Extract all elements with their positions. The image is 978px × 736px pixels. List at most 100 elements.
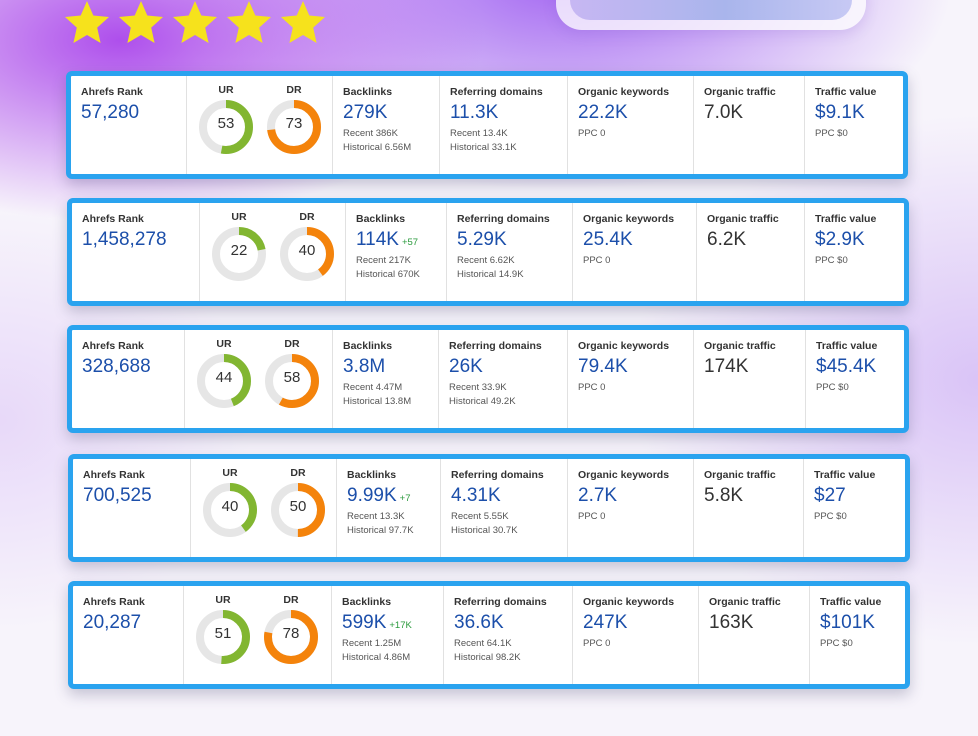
dr-gauge bbox=[280, 227, 334, 281]
backlinks-historical: Historical 670K bbox=[356, 269, 420, 280]
backlinks-recent: Recent 386K bbox=[343, 128, 398, 139]
traffic-value-value: $2.9K bbox=[815, 229, 865, 250]
ur-dial: UR 51 bbox=[194, 594, 252, 684]
organic-traffic-label: Organic traffic bbox=[704, 340, 776, 352]
organic-traffic-cell: Organic traffic 163K bbox=[699, 586, 810, 684]
backlinks-value-row: 114K +57 bbox=[356, 229, 446, 251]
referring-domains-cell: Referring domains 11.3K Recent 13.4K His… bbox=[440, 76, 568, 174]
backlinks-label: Backlinks bbox=[343, 340, 393, 352]
referring-domains-recent: Recent 5.55K bbox=[451, 511, 509, 522]
referring-domains-label: Referring domains bbox=[451, 469, 544, 481]
traffic-value-value: $9.1K bbox=[815, 102, 865, 123]
ur-dial: UR 22 bbox=[210, 211, 268, 301]
ur-label: UR bbox=[215, 594, 231, 606]
dr-gauge bbox=[265, 354, 319, 408]
organic-keywords-ppc: PPC 0 bbox=[578, 382, 606, 393]
organic-keywords-ppc: PPC 0 bbox=[583, 255, 611, 266]
traffic-value-label: Traffic value bbox=[820, 596, 882, 608]
rating-dials: UR 40 DR 50 bbox=[191, 459, 337, 557]
dr-dial: DR 73 bbox=[265, 84, 323, 174]
backlinks-label: Backlinks bbox=[356, 213, 406, 225]
organic-keywords-ppc: PPC 0 bbox=[578, 511, 606, 522]
ahrefs-rank-value: 57,280 bbox=[81, 102, 140, 123]
organic-keywords-label: Organic keywords bbox=[583, 213, 675, 225]
star-icon bbox=[119, 1, 163, 43]
ur-gauge bbox=[196, 610, 250, 664]
dr-value: 50 bbox=[289, 498, 307, 515]
organic-traffic-label: Organic traffic bbox=[704, 469, 776, 481]
star-rating bbox=[64, 0, 326, 46]
dr-value: 40 bbox=[298, 242, 316, 259]
backlinks-cell: Backlinks 9.99K +7 Recent 13.3K Historica… bbox=[337, 459, 441, 557]
ahrefs-rank-label: Ahrefs Rank bbox=[82, 213, 144, 225]
dr-gauge bbox=[267, 100, 321, 154]
organic-keywords-ppc: PPC 0 bbox=[578, 128, 606, 139]
backlinks-label: Backlinks bbox=[343, 86, 393, 98]
backlinks-recent: Recent 217K bbox=[356, 255, 411, 266]
ahrefs-rank-value: 20,287 bbox=[83, 612, 142, 633]
dr-dial: DR 78 bbox=[262, 594, 320, 684]
organic-keywords-value: 2.7K bbox=[578, 485, 618, 506]
organic-traffic-cell: Organic traffic 174K bbox=[694, 330, 806, 428]
star-icon bbox=[65, 1, 109, 43]
traffic-value-cell: Traffic value $2.9K PPC $0 bbox=[805, 203, 893, 301]
backlinks-delta: +57 bbox=[401, 237, 419, 248]
organic-keywords-cell: Organic keywords 79.4K PPC 0 bbox=[568, 330, 694, 428]
backlinks-value: 9.99K bbox=[347, 485, 397, 506]
organic-keywords-cell: Organic keywords 25.4K PPC 0 bbox=[573, 203, 697, 301]
referring-domains-historical: Historical 30.7K bbox=[451, 525, 518, 536]
traffic-value-label: Traffic value bbox=[815, 86, 877, 98]
referring-domains-historical: Historical 98.2K bbox=[454, 652, 521, 663]
organic-keywords-ppc: PPC 0 bbox=[583, 638, 611, 649]
dr-value: 73 bbox=[285, 115, 303, 132]
ur-value: 51 bbox=[214, 625, 232, 642]
dr-value: 78 bbox=[282, 625, 300, 642]
organic-traffic-cell: Organic traffic 5.8K bbox=[694, 459, 804, 557]
traffic-value-cell: Traffic value $9.1K PPC $0 bbox=[805, 76, 893, 174]
backlinks-label: Backlinks bbox=[342, 596, 392, 608]
referring-domains-cell: Referring domains 26K Recent 33.9K Histo… bbox=[439, 330, 568, 428]
traffic-value-value: $45.4K bbox=[816, 356, 877, 377]
traffic-value-value: $101K bbox=[820, 612, 875, 633]
organic-traffic-cell: Organic traffic 7.0K bbox=[694, 76, 805, 174]
organic-keywords-label: Organic keywords bbox=[583, 596, 675, 608]
backlinks-value-row: 599K +17K bbox=[342, 612, 443, 634]
ur-value: 40 bbox=[221, 498, 239, 515]
traffic-value-ppc: PPC $0 bbox=[820, 638, 853, 649]
backlinks-historical: Historical 6.56M bbox=[343, 142, 412, 153]
backlinks-label: Backlinks bbox=[347, 469, 397, 481]
backlinks-value-row: 279K bbox=[343, 102, 439, 124]
dr-dial: DR 50 bbox=[269, 467, 327, 557]
traffic-value-ppc: PPC $0 bbox=[814, 511, 847, 522]
ur-label: UR bbox=[222, 467, 238, 479]
ahrefs-rank-cell: Ahrefs Rank 20,287 bbox=[73, 586, 184, 684]
dr-label: DR bbox=[283, 594, 299, 606]
traffic-value-label: Traffic value bbox=[816, 340, 878, 352]
ahrefs-rank-value: 1,458,278 bbox=[82, 229, 167, 250]
traffic-value-cell: Traffic value $45.4K PPC $0 bbox=[806, 330, 894, 428]
ur-dial: UR 40 bbox=[201, 467, 259, 557]
dr-label: DR bbox=[290, 467, 306, 479]
organic-keywords-label: Organic keywords bbox=[578, 469, 670, 481]
traffic-value-ppc: PPC $0 bbox=[815, 128, 848, 139]
metrics-card: Ahrefs Rank 20,287 UR 51 DR 78 bbox=[68, 581, 910, 689]
organic-traffic-value: 163K bbox=[709, 612, 754, 633]
referring-domains-value: 5.29K bbox=[457, 229, 507, 250]
organic-keywords-cell: Organic keywords 247K PPC 0 bbox=[573, 586, 699, 684]
rating-dials: UR 44 DR 58 bbox=[185, 330, 333, 428]
dr-dial: DR 40 bbox=[278, 211, 336, 301]
organic-keywords-label: Organic keywords bbox=[578, 86, 670, 98]
dr-gauge bbox=[271, 483, 325, 537]
referring-domains-recent: Recent 33.9K bbox=[449, 382, 507, 393]
rating-dials: UR 53 DR 73 bbox=[187, 76, 333, 174]
referring-domains-historical: Historical 14.9K bbox=[457, 269, 524, 280]
backlinks-value-row: 3.8M bbox=[343, 356, 438, 378]
organic-traffic-value: 7.0K bbox=[704, 102, 744, 123]
ahrefs-rank-value: 700,525 bbox=[83, 485, 152, 506]
ahrefs-rank-label: Ahrefs Rank bbox=[83, 596, 145, 608]
backlinks-historical: Historical 97.7K bbox=[347, 525, 414, 536]
backlinks-recent: Recent 4.47M bbox=[343, 382, 403, 393]
backlinks-delta: +7 bbox=[399, 493, 411, 504]
ahrefs-rank-cell: Ahrefs Rank 328,688 bbox=[72, 330, 185, 428]
referring-domains-label: Referring domains bbox=[454, 596, 547, 608]
